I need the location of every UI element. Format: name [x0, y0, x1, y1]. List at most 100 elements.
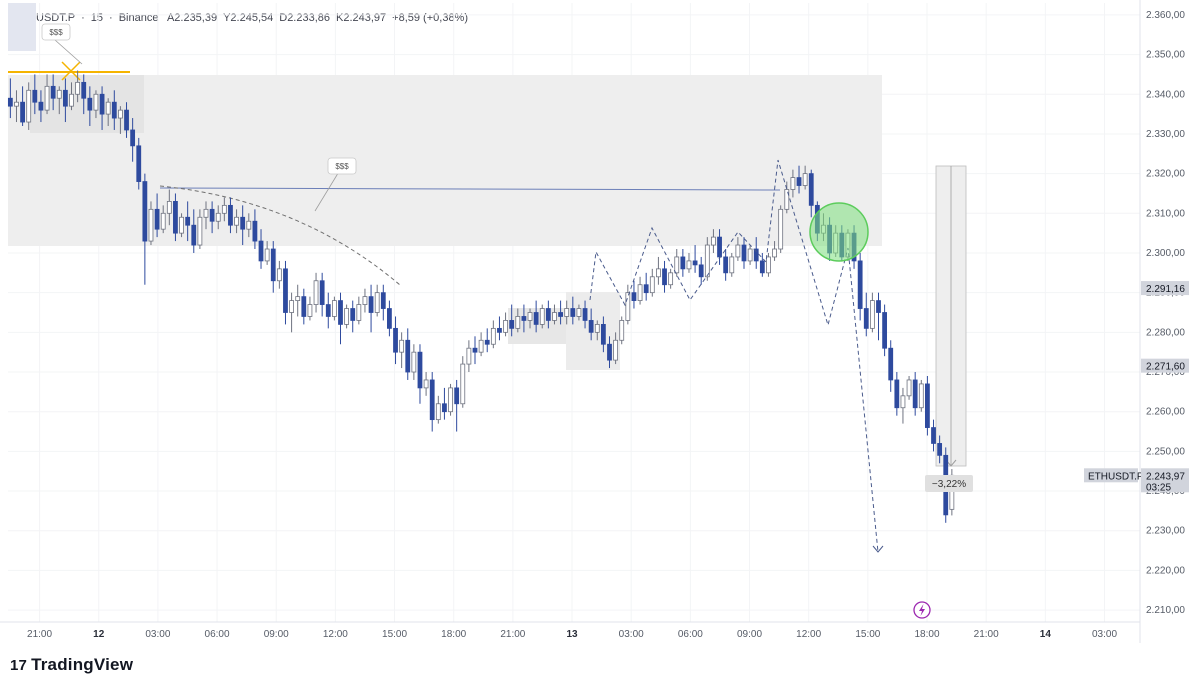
- candle-body: [160, 212, 166, 230]
- candle-body: [503, 320, 508, 333]
- time-tick-label: 18:00: [914, 629, 939, 640]
- candle-body: [368, 296, 374, 313]
- candle-body: [729, 256, 735, 274]
- candle-body: [38, 101, 44, 111]
- candle-body: [656, 268, 661, 278]
- candle-body: [136, 145, 142, 182]
- candle-body: [747, 248, 753, 262]
- price-tag-text: 2.271,60: [1146, 362, 1185, 373]
- marker-box: [8, 3, 36, 51]
- candle-body: [931, 427, 936, 444]
- candle-body: [393, 327, 398, 353]
- price-tick-label: 2.250,00: [1146, 446, 1185, 457]
- candle-body: [906, 379, 912, 397]
- measure-percent-box: [925, 475, 973, 492]
- candle-body: [784, 189, 790, 210]
- candle-body: [356, 304, 362, 321]
- candle-body: [81, 81, 87, 99]
- candle-body: [680, 256, 686, 270]
- candle-body: [423, 379, 429, 389]
- candle-body: [350, 308, 356, 321]
- label-connector: [54, 39, 83, 65]
- time-tick-label: 13: [566, 629, 578, 640]
- price-tick-label: 2.260,00: [1146, 407, 1185, 418]
- time-tick-label: 03:00: [145, 629, 170, 640]
- brand-name: TradingView: [31, 655, 134, 674]
- candle-body: [564, 308, 570, 317]
- candle-body: [191, 224, 197, 246]
- candle-body: [472, 347, 478, 353]
- tradingview-logo[interactable]: 17 TradingView: [10, 655, 133, 675]
- candle-body: [674, 256, 680, 274]
- candle-body: [185, 216, 191, 226]
- candle-body: [154, 208, 160, 230]
- candle-body: [490, 327, 496, 345]
- time-axis[interactable]: 21:00 12 03:00 06:00 09:00 12:00 15:00 18:00 21:…: [27, 629, 1117, 640]
- price-tick-label: 2.320,00: [1146, 169, 1185, 180]
- candle-body: [179, 216, 184, 234]
- candle-body: [552, 312, 557, 321]
- candle-body: [882, 312, 888, 349]
- candle-body: [625, 292, 631, 321]
- candle-body: [759, 260, 765, 274]
- bolt-glyph-icon: [919, 604, 925, 616]
- time-tick-label: 14: [1040, 629, 1052, 640]
- candle-body: [662, 268, 667, 286]
- candle-body: [240, 216, 246, 230]
- time-tick-label: 09:00: [737, 629, 762, 640]
- candle-body: [331, 300, 337, 317]
- candle-body: [215, 212, 221, 222]
- candle-body: [344, 308, 350, 325]
- candle-body: [411, 351, 417, 373]
- price-tick-label: 2.220,00: [1146, 565, 1185, 576]
- dollar-label-box[interactable]: [41, 23, 71, 41]
- time-tick-label: 12: [93, 629, 105, 640]
- candle-body: [466, 347, 472, 365]
- label-connector: [314, 169, 341, 212]
- candle-body: [399, 339, 405, 353]
- candle-body: [270, 248, 276, 282]
- candle-body: [295, 296, 301, 301]
- candle-body: [766, 256, 771, 274]
- symbol-tag-text: ETHUSDT.P: [1088, 471, 1144, 482]
- candle-body: [717, 236, 722, 258]
- candle-body: [374, 292, 380, 313]
- dollar-label-box[interactable]: [327, 157, 357, 175]
- candle-body: [429, 379, 435, 421]
- candle-body: [497, 327, 502, 333]
- candle-body: [796, 177, 802, 186]
- time-tick-label: 15:00: [382, 629, 407, 640]
- candle-body: [142, 181, 148, 242]
- candle-body: [173, 200, 178, 234]
- candle-body: [686, 260, 692, 270]
- candle-body: [258, 240, 264, 262]
- candle-body: [448, 387, 453, 413]
- candle-body: [857, 260, 863, 309]
- supply-zone[interactable]: [8, 75, 882, 246]
- sweep-cross-icon: [61, 61, 81, 81]
- price-axis[interactable]: 2.360,00 2.350,00 2.340,00 2.330,00 2.320,00…: [1146, 10, 1185, 616]
- candle-body: [558, 312, 563, 317]
- candle-body: [576, 308, 582, 317]
- time-tick-label: 09:00: [264, 629, 289, 640]
- candle-body: [876, 300, 881, 313]
- candle-body: [14, 101, 19, 107]
- candle-body: [790, 177, 796, 190]
- candle-body: [545, 308, 551, 321]
- dollar-label-text: $$$: [49, 28, 63, 37]
- candle-body: [588, 320, 594, 333]
- candle-body: [111, 101, 117, 119]
- reaction-circle[interactable]: [809, 202, 869, 262]
- price-tag-text: 2.291,16: [1146, 284, 1185, 295]
- candle-body: [118, 109, 123, 119]
- candle-body: [197, 216, 203, 246]
- candle-body: [478, 339, 484, 353]
- equal-highs-line[interactable]: [159, 187, 781, 191]
- candle-body: [203, 208, 209, 218]
- candle-body: [802, 173, 808, 186]
- price-tag-box: [1141, 281, 1189, 296]
- candle-body: [527, 312, 533, 321]
- candle-body: [435, 403, 441, 421]
